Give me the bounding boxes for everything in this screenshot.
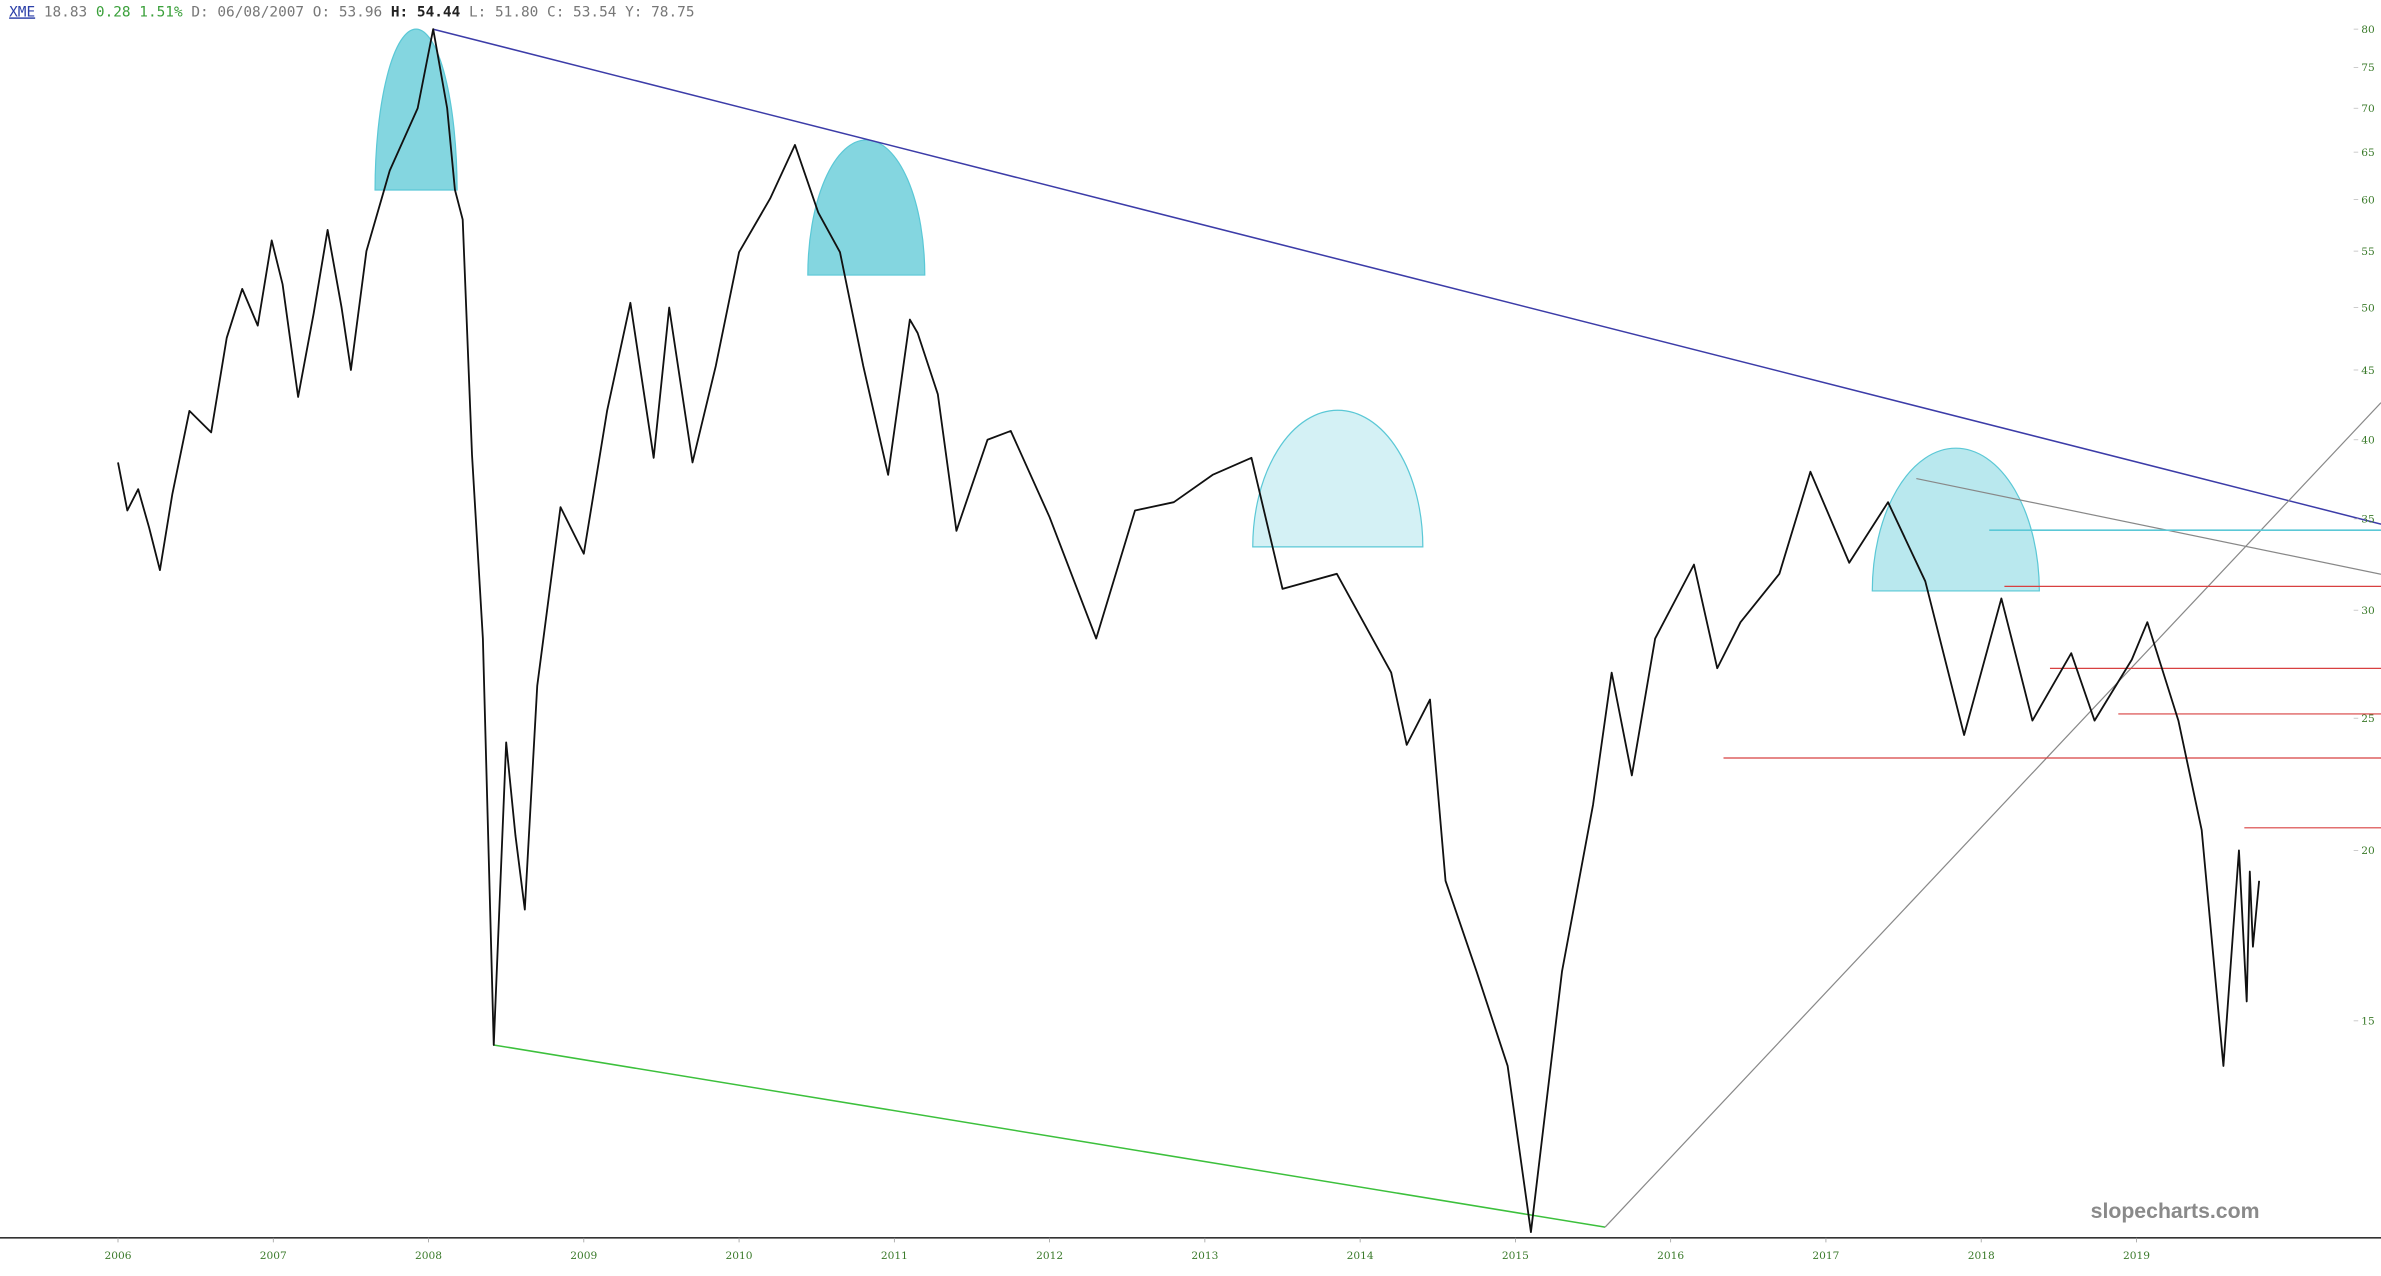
change-pct: 1.51% xyxy=(139,4,183,20)
y-tick-label: 50 xyxy=(2361,301,2375,314)
x-tick-label: 2012 xyxy=(1036,1249,1063,1262)
arch xyxy=(1252,409,1424,548)
high: H: 54.44 xyxy=(391,4,461,20)
trend-line xyxy=(1916,477,2381,575)
y-tick-label: 20 xyxy=(2361,844,2375,857)
x-tick-label: 2016 xyxy=(1657,1249,1684,1262)
y-tick-label: 40 xyxy=(2361,434,2375,447)
x-tick-label: 2006 xyxy=(104,1249,131,1262)
x-tick-label: 2010 xyxy=(726,1249,753,1262)
trend-line xyxy=(1604,402,2381,1228)
arch xyxy=(807,139,926,276)
y-tick-label: 65 xyxy=(2361,146,2375,159)
x-tick-label: 2018 xyxy=(1968,1249,1995,1262)
header: XME 18.83 0.28 1.51% D: 06/08/2007 O: 53… xyxy=(9,4,694,20)
price-line xyxy=(117,28,2261,1234)
x-tick-label: 2017 xyxy=(1812,1249,1839,1262)
date: D: 06/08/2007 xyxy=(191,4,304,20)
open: O: 53.96 xyxy=(313,4,382,20)
y-tick-label: 60 xyxy=(2361,193,2375,206)
y-tick-label: 45 xyxy=(2361,364,2375,377)
arch xyxy=(1871,447,2040,592)
x-tick-label: 2011 xyxy=(881,1249,908,1262)
trend-line xyxy=(432,28,2381,525)
annotations xyxy=(374,28,2381,1228)
y-tick-label: 25 xyxy=(2361,712,2375,725)
y-tick-label: 30 xyxy=(2361,604,2375,617)
close: C: 53.54 xyxy=(547,4,616,20)
y-tick-label: 15 xyxy=(2361,1015,2375,1028)
y-tick-label: 55 xyxy=(2361,245,2375,258)
arch xyxy=(374,28,458,191)
y-tick-label: 75 xyxy=(2361,61,2375,74)
change: 0.28 xyxy=(96,4,131,20)
last-price: 18.83 xyxy=(44,4,87,20)
y-tick-label: 80 xyxy=(2361,23,2375,36)
x-tick-label: 2015 xyxy=(1502,1249,1529,1262)
y-tick-label: 35 xyxy=(2361,513,2375,526)
x-tick-label: 2014 xyxy=(1347,1249,1374,1262)
x-tick-label: 2007 xyxy=(260,1249,287,1262)
x-tick-label: 2019 xyxy=(2123,1249,2150,1262)
y-tick-label: 70 xyxy=(2361,102,2375,115)
symbol[interactable]: XME xyxy=(9,4,35,20)
x-tick-label: 2013 xyxy=(1191,1249,1218,1262)
year-high: Y: 78.75 xyxy=(625,4,694,20)
x-tick-label: 2008 xyxy=(415,1249,442,1262)
watermark: slopecharts.com xyxy=(2091,1199,2260,1223)
trend-line xyxy=(493,1044,1606,1228)
x-tick-label: 2009 xyxy=(570,1249,597,1262)
low: L: 51.80 xyxy=(469,4,538,20)
